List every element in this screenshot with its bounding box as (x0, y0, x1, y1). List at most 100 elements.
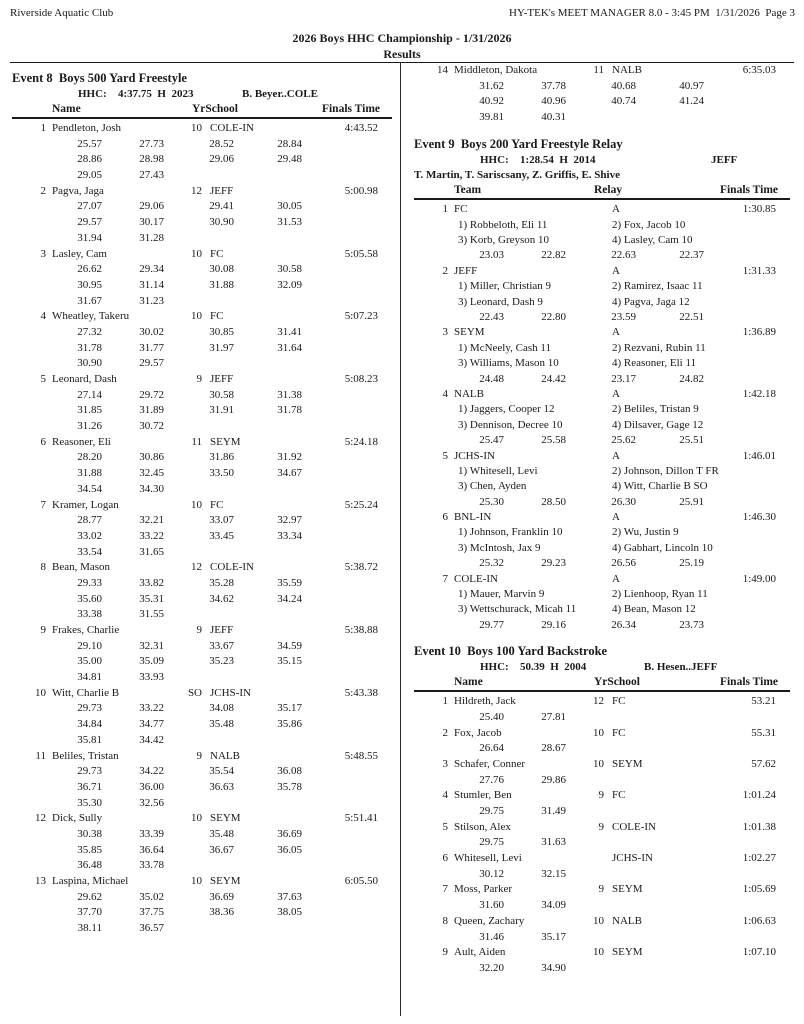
split-time: 31.78 (77, 341, 102, 354)
school-code: FC (612, 726, 626, 739)
split-time: 26.64 (479, 742, 504, 755)
relay-leg: 3) Williams, Mason 10 (458, 357, 559, 370)
split-time: 31.53 (277, 216, 302, 229)
splits-row: 29.75 31.49 (414, 804, 790, 820)
split-time: 30.90 (77, 357, 102, 370)
splits-row: 33.54 31.65 (12, 545, 392, 561)
result-row: 4 Wheatley, Takeru 10 FC 5:07.23 (12, 309, 392, 325)
place-number: 1 (442, 695, 449, 708)
splits-row: 35.00 35.09 35.23 35.15 (12, 654, 392, 670)
record-value: 50.39 H 2004 (520, 661, 587, 674)
splits-row: 31.46 35.17 (414, 930, 790, 946)
school-code: COLE-IN (210, 561, 254, 574)
result-row: 7 Kramer, Logan 10 FC 5:25.24 (12, 498, 392, 514)
splits-row: 31.60 34.09 (414, 898, 790, 914)
split-time: 29.75 (479, 836, 504, 849)
finals-time: 5:08.23 (344, 373, 378, 385)
split-time: 40.31 (541, 111, 566, 124)
split-time: 30.08 (209, 263, 234, 276)
split-time: 29.10 (77, 639, 102, 652)
swimmer-name: Moss, Parker (454, 883, 513, 896)
finals-time: 1:01.24 (742, 789, 776, 802)
split-time: 36.48 (77, 859, 102, 872)
swimmer-name: Stilson, Alex (454, 820, 511, 833)
split-time: 31.78 (277, 404, 302, 417)
split-time: 38.05 (277, 906, 302, 919)
relay-leg: 4) Bean, Mason 12 (612, 603, 696, 616)
split-time: 40.96 (541, 95, 566, 108)
swimmer-name: Dick, Sully (52, 812, 103, 825)
split-time: 34.42 (139, 733, 164, 746)
finals-time: 5:24.18 (344, 435, 378, 448)
split-time: 30.12 (479, 867, 504, 880)
finals-time: 53.21 (751, 695, 776, 708)
place-number: 7 (40, 498, 47, 511)
split-time: 22.63 (611, 249, 636, 262)
split-time: 39.81 (479, 111, 504, 124)
meet-title: 2026 Boys HHC Championship - 1/31/2026 (292, 31, 512, 45)
split-time: 30.95 (77, 278, 102, 291)
splits-row: 33.38 31.55 (12, 607, 392, 623)
splits-row: 37.70 37.75 38.36 38.05 (12, 905, 392, 921)
school-code: FC (210, 247, 224, 260)
finals-time: 5:00.98 (344, 184, 378, 197)
result-row: 9 Frakes, Charlie 9 JEFF 5:38.88 (12, 623, 392, 639)
swimmer-year: SO (187, 686, 202, 699)
column-divider (400, 62, 401, 1016)
finals-time: 1:49.00 (742, 572, 776, 585)
relay-leg: 1) Jaggers, Cooper 12 (458, 403, 555, 416)
record-label: HHC: (78, 88, 107, 100)
relay-leg: 3) McIntosh, Jax 9 (458, 541, 541, 554)
result-row: 3 Lasley, Cam 10 FC 5:05.58 (12, 247, 392, 263)
place-number: 1 (40, 122, 47, 134)
split-time: 35.54 (209, 765, 234, 778)
split-time: 29.86 (541, 773, 566, 786)
result-row: 8 Bean, Mason 12 COLE-IN 5:38.72 (12, 560, 392, 576)
split-time: 25.30 (479, 495, 504, 508)
place-number: 7 (442, 883, 449, 896)
swimmer-name: Reasoner, Eli (52, 435, 111, 448)
relay-leg: 4) Reasoner, Eli 11 (612, 357, 697, 370)
swimmer-year: 9 (598, 883, 605, 896)
column-header-time: Finals Time (719, 184, 778, 197)
split-time: 32.45 (139, 467, 164, 480)
splits-row: 27.76 29.86 (414, 773, 790, 789)
place-number: 2 (40, 184, 47, 197)
swimmer-name: Fox, Jacob (454, 726, 502, 739)
column-header-school: Relay (594, 184, 623, 197)
relay-leg: 4) Dilsaver, Gage 12 (612, 418, 704, 431)
split-time: 36.69 (209, 890, 234, 903)
result-row: 9 Ault, Aiden 10 SEYM 1:07.10 (414, 945, 790, 961)
split-time: 23.73 (679, 618, 704, 631)
split-time: 31.65 (139, 545, 164, 558)
relay-legs-row: 3) Korb, Greyson 10 4) Lasley, Cam 10 (414, 233, 790, 248)
split-time: 33.02 (77, 529, 102, 542)
split-time: 22.80 (541, 310, 566, 323)
split-time: 31.46 (479, 930, 504, 943)
swimmer-name: Lasley, Cam (52, 247, 107, 260)
split-time: 29.73 (77, 702, 102, 715)
split-time: 34.67 (277, 467, 302, 480)
place-number: 2 (442, 726, 449, 739)
school-code: NALB (210, 749, 240, 762)
place-number: 14 (437, 64, 448, 76)
splits-row: 31.62 37.78 40.68 40.97 (414, 79, 790, 95)
split-time: 36.67 (209, 843, 234, 856)
table-header: Name YrSchool Finals Time (12, 102, 392, 119)
finals-time: 1:46.30 (742, 511, 776, 524)
place-number: 3 (442, 326, 449, 339)
split-time: 28.67 (541, 742, 566, 755)
split-time: 40.74 (611, 95, 636, 108)
place-number: 5 (40, 373, 47, 385)
split-time: 31.89 (139, 404, 164, 417)
page-header: Riverside Aquatic Club HY-TEK's MEET MAN… (10, 7, 795, 20)
split-time: 32.56 (139, 796, 164, 809)
results-heading: Results (383, 47, 421, 61)
splits-row: 34.81 33.93 (12, 670, 392, 686)
swimmer-name: Frakes, Charlie (52, 624, 120, 636)
splits-row: 25.47 25.58 25.62 25.51 (414, 433, 790, 448)
finals-time: 1:05.69 (742, 883, 776, 896)
split-time: 29.48 (277, 153, 302, 166)
split-time: 35.48 (209, 827, 234, 840)
relay-leg: 1) Robbeloth, Eli 11 (458, 218, 548, 231)
